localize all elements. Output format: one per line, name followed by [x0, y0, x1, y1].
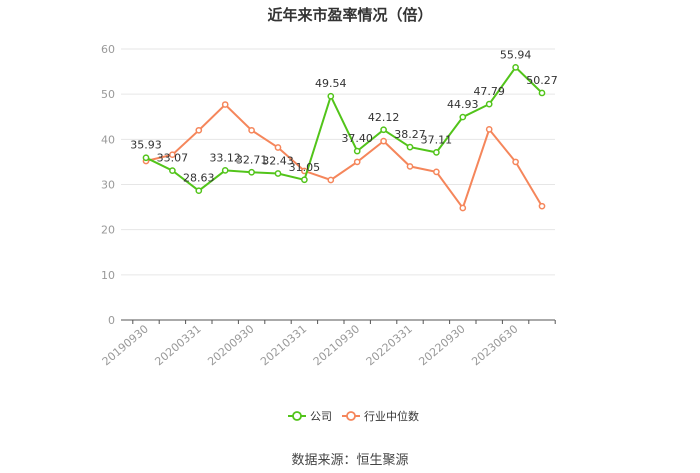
- industry-median-point: [538, 202, 546, 210]
- grid-lines: [121, 48, 555, 276]
- legend[interactable]: 公司 行业中位数: [288, 409, 419, 423]
- data-source-note: 数据来源：恒生聚源: [291, 453, 409, 468]
- company-point: [512, 63, 519, 71]
- industry-median-series-line: [145, 103, 543, 211]
- company-point: [353, 147, 361, 155]
- company-data-label: 35.93: [130, 139, 162, 152]
- y-tick-label: 50: [101, 88, 115, 101]
- company-data-label: 44.93: [447, 98, 479, 111]
- company-point: [406, 143, 414, 151]
- y-tick-label: 20: [101, 224, 115, 237]
- industry-median-point: [512, 158, 519, 166]
- series-lines: [142, 63, 546, 212]
- industry-median-point: [353, 158, 361, 166]
- industry-median-point: [459, 204, 467, 212]
- industry-median-point: [221, 101, 229, 108]
- company-data-label: 32.43: [262, 155, 294, 168]
- x-tick-label: 20210331: [258, 322, 309, 368]
- company-point: [538, 89, 546, 97]
- company-data-label: 55.94: [500, 48, 532, 61]
- x-tick-label: 20200331: [152, 322, 203, 368]
- chart-title: 近年来市盈率情况（倍）: [267, 6, 433, 24]
- y-tick-label: 40: [101, 133, 115, 146]
- legend-item-industry-median[interactable]: 行业中位数: [342, 409, 419, 423]
- company-point: [327, 92, 335, 100]
- company-point: [301, 176, 308, 184]
- company-point: [248, 168, 255, 176]
- y-tick-label: 60: [101, 43, 115, 56]
- company-data-label: 47.79: [473, 85, 505, 98]
- industry-median-point: [274, 144, 282, 151]
- company-data-label: 33.07: [157, 152, 189, 165]
- x-tick-label: 20220930: [416, 322, 467, 368]
- legend-label: 行业中位数: [364, 409, 419, 423]
- y-tick-label: 30: [101, 179, 115, 192]
- company-data-label: 33.12: [209, 151, 241, 164]
- industry-median-point: [248, 126, 255, 134]
- x-tick-label: 20220331: [364, 322, 415, 368]
- company-data-label: 50.27: [526, 74, 558, 87]
- x-tick-label: 20190930: [100, 322, 151, 368]
- company-point: [433, 149, 440, 156]
- company-point: [274, 170, 282, 177]
- industry-median-point: [169, 151, 176, 159]
- industry-median-point: [485, 126, 493, 133]
- legend-swatch-marker: [292, 411, 302, 421]
- industry-median-point: [327, 176, 335, 184]
- company-point: [169, 167, 176, 174]
- company-point: [142, 154, 150, 162]
- legend-label: 公司: [310, 410, 332, 423]
- company-data-label: 49.54: [315, 77, 347, 90]
- company-series-line: [145, 65, 543, 192]
- company-point: [221, 167, 229, 174]
- company-data-label: 28.63: [183, 172, 215, 185]
- x-tick-label: 20200930: [205, 322, 256, 368]
- y-tick-label: 10: [101, 269, 115, 282]
- industry-median-point: [380, 137, 387, 145]
- company-data-label: 37.11: [421, 133, 453, 146]
- y-tick-label: 0: [108, 314, 115, 327]
- company-data-label: 42.12: [368, 111, 400, 124]
- company-point: [195, 187, 203, 195]
- industry-median-point: [433, 168, 440, 176]
- industry-median-point: [406, 163, 414, 170]
- company-point: [380, 126, 387, 134]
- company-data-label: 31.05: [289, 161, 321, 174]
- company-data-label: 38.27: [394, 128, 426, 141]
- legend-item-company[interactable]: 公司: [288, 410, 332, 423]
- company-data-label: 37.40: [341, 132, 373, 145]
- company-point: [459, 113, 467, 121]
- company-point: [485, 100, 493, 108]
- industry-median-point: [195, 126, 203, 134]
- x-tick-label: 20230630: [469, 322, 520, 368]
- x-tick-label: 20210930: [311, 322, 362, 368]
- company-data-label: 32.71: [236, 153, 268, 166]
- legend-swatch-marker: [346, 411, 356, 421]
